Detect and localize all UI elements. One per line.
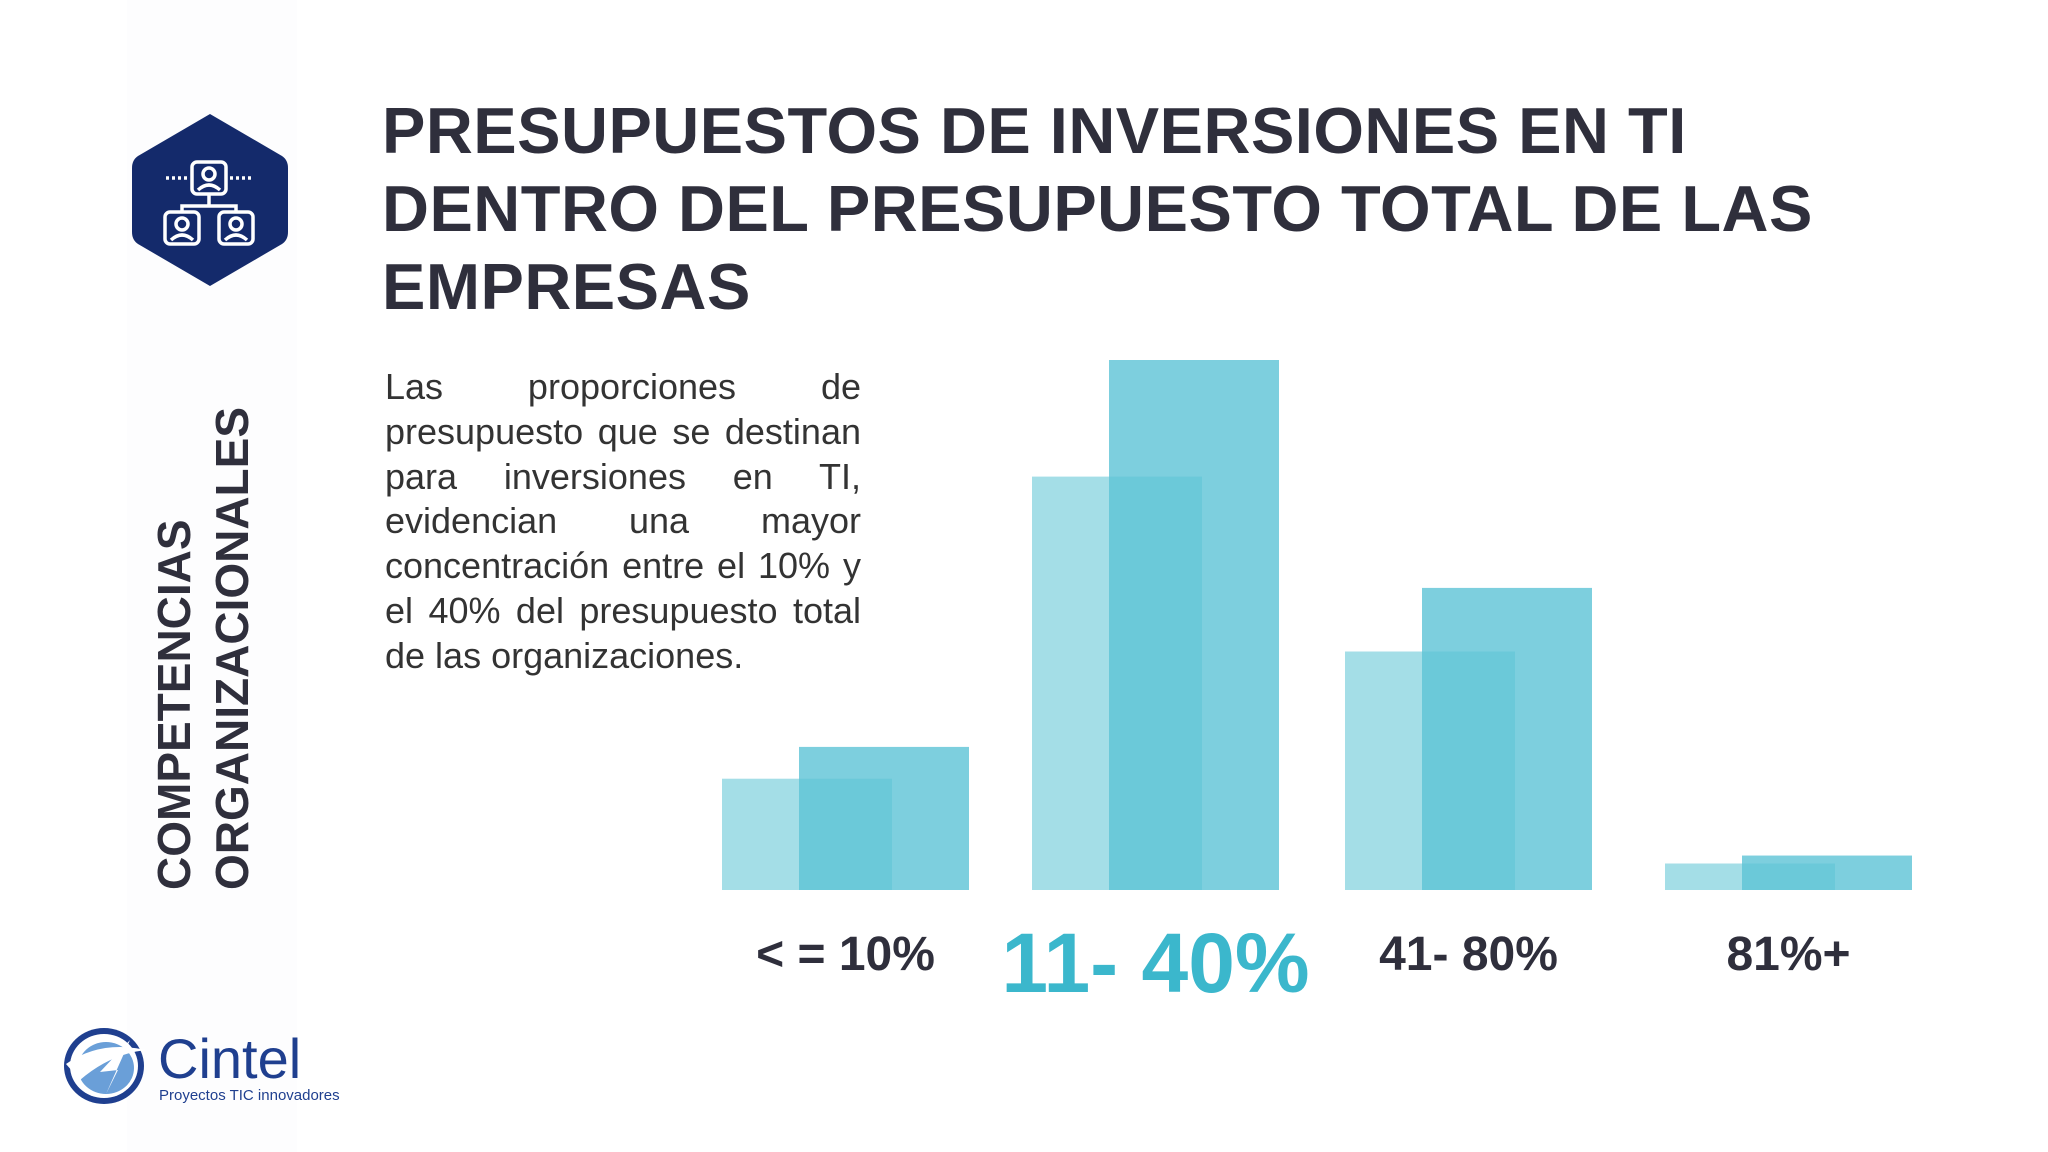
logo-tagline: Proyectos TIC innovadores xyxy=(159,1087,340,1104)
bar-front-4 xyxy=(1742,855,1912,890)
category-label-3: 41- 80% xyxy=(1379,928,1558,981)
logo-name: Cintel xyxy=(158,1027,301,1090)
page-title: PRESUPUESTOS DE INVERSIONES EN TI DENTRO… xyxy=(382,92,1902,326)
category-label-4: 81%+ xyxy=(1726,928,1850,981)
section-label-line-1: COMPETENCIAS xyxy=(148,519,200,890)
budget-bar-chart: < = 10% 11- 40% 41- 80% 81%+ xyxy=(722,360,1912,1010)
category-label-1: < = 10% xyxy=(756,928,935,981)
section-label-line-2: ORGANIZACIONALES xyxy=(206,407,258,890)
bar-front-2 xyxy=(1109,360,1279,890)
hexagon-badge xyxy=(132,114,288,286)
org-chart-icon xyxy=(163,160,255,246)
cintel-logo: Cintel Proyectos TIC innovadores xyxy=(64,1027,340,1104)
bar-front-3 xyxy=(1422,587,1592,890)
title-line-2: DENTRO DEL PRESUPUESTO TOTAL DE LAS xyxy=(382,172,1813,245)
cintel-logo-mark xyxy=(64,1028,146,1104)
section-label: COMPETENCIAS ORGANIZACIONALES xyxy=(145,407,261,890)
title-line-1: PRESUPUESTOS DE INVERSIONES EN TI xyxy=(382,94,1687,167)
category-label-2: 11- 40% xyxy=(1001,916,1309,1010)
title-line-3: EMPRESAS xyxy=(382,250,751,323)
bar-front-1 xyxy=(799,746,969,890)
description-paragraph: Las proporciones de presupuesto que se d… xyxy=(385,366,861,676)
